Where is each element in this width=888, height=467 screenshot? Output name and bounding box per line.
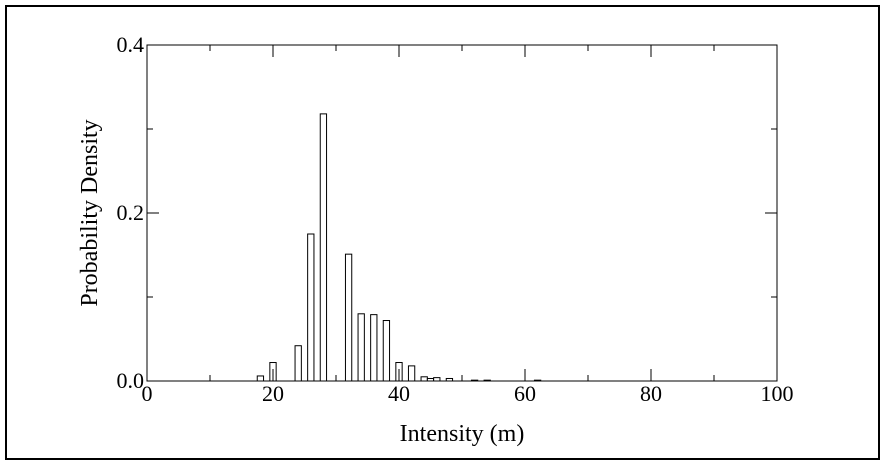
histogram-bar [344, 253, 353, 382]
histogram-bar [407, 365, 416, 382]
x-tick-label: 60 [514, 381, 536, 406]
x-tick-label: 100 [761, 381, 794, 406]
y-tick-label: 0.2 [117, 200, 145, 225]
histogram-bar [370, 314, 378, 382]
x-tick-label: 20 [262, 381, 284, 406]
x-tick-label: 0 [142, 381, 153, 406]
x-tick-label: 80 [640, 381, 662, 406]
plot-area [146, 44, 778, 382]
histogram-bar [382, 320, 391, 382]
figure-frame [5, 5, 880, 460]
y-axis-label: Probability Density [77, 119, 103, 306]
histogram-bar [420, 376, 428, 382]
y-tick-label: 0.0 [117, 368, 145, 393]
x-axis-label: Intensity (m) [400, 421, 525, 447]
histogram-bar [294, 345, 302, 382]
histogram-bar [433, 377, 441, 382]
histogram-bar [319, 113, 328, 382]
ticks-group [146, 44, 778, 382]
y-tick-label: 0.4 [117, 32, 145, 57]
histogram-bar [307, 233, 315, 382]
bars-group [256, 113, 542, 382]
tick-labels-group: 0 20 40 60 80 100 0.0 0.2 0.4 [117, 32, 794, 406]
x-tick-label: 40 [388, 381, 410, 406]
histogram-bar [357, 313, 365, 382]
